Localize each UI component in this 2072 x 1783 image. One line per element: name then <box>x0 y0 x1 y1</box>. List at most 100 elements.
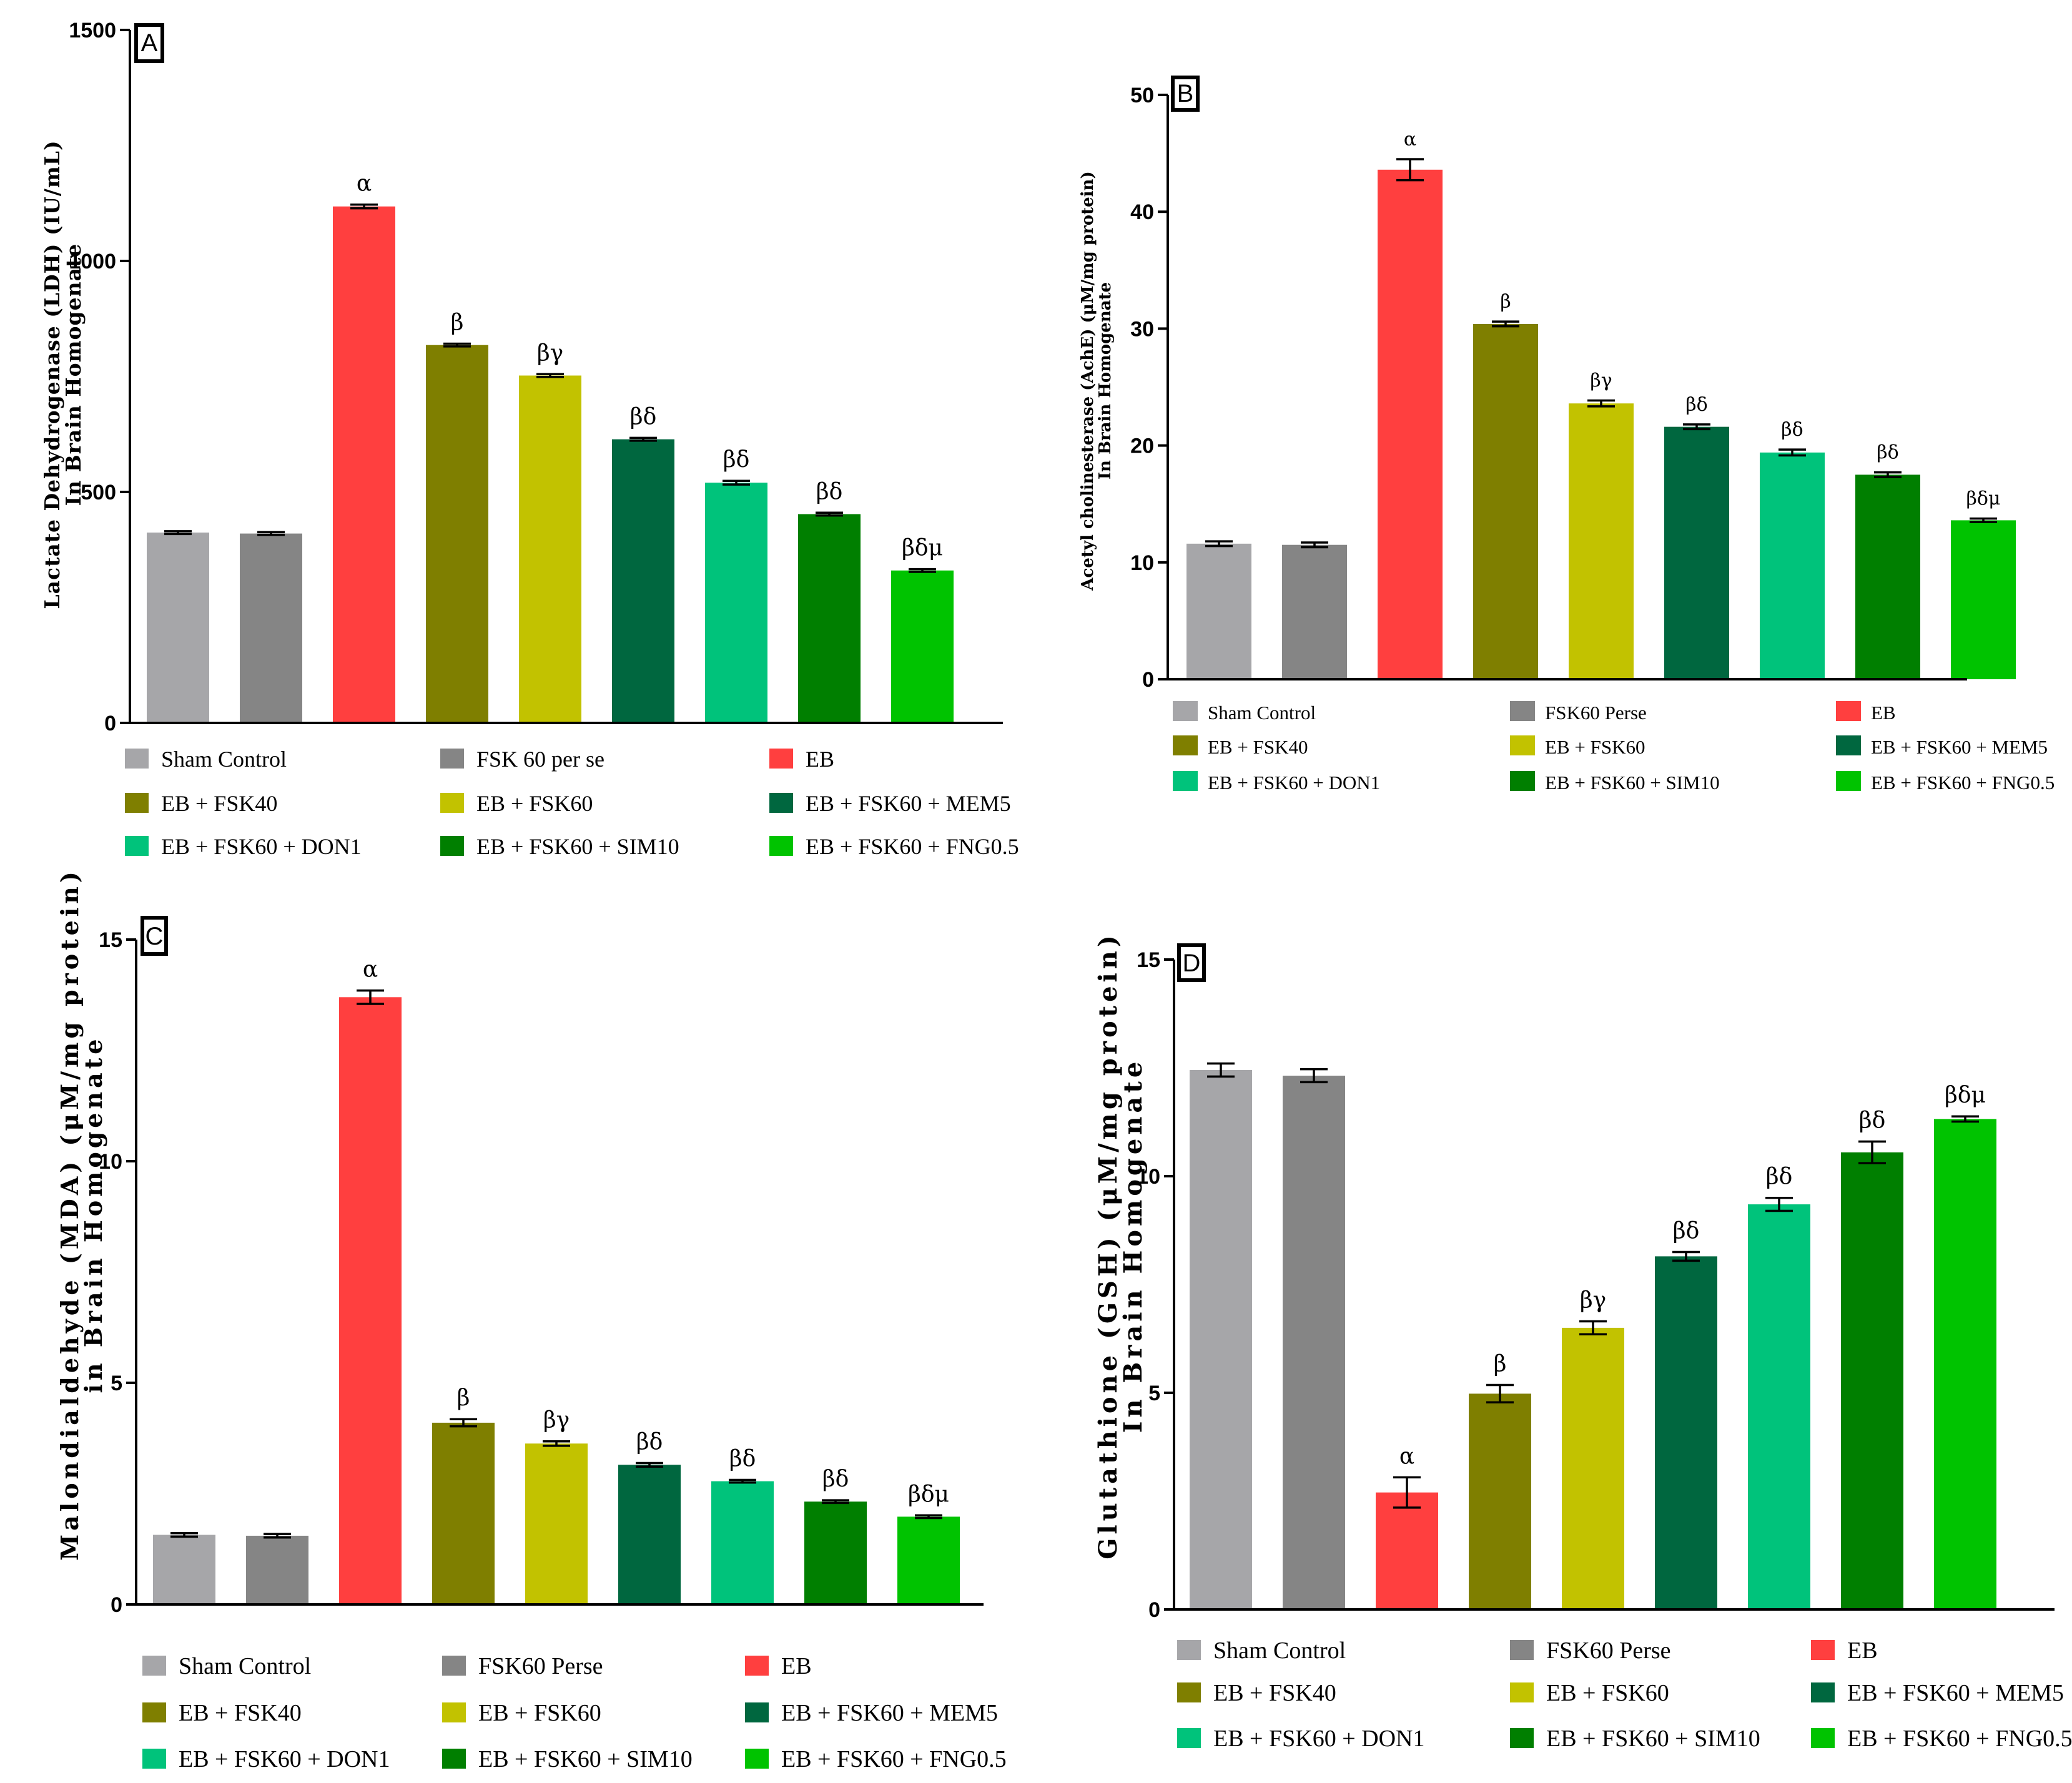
legend-item-1: Sham Control <box>1173 701 1316 724</box>
bar-8 <box>1841 1152 1903 1609</box>
significance-label-3: α <box>1399 1443 1414 1469</box>
legend-swatch <box>125 749 149 769</box>
y-axis-title-line-2: In Brain Homogenate <box>61 243 86 506</box>
legend-item-8: EB + FSK60 + SIM10 <box>440 834 679 859</box>
bar-9 <box>1951 520 2016 679</box>
y-axis-title-line-2: in Brain Homogenate <box>79 1036 107 1393</box>
y-tick-label: 0 <box>1148 1598 1160 1622</box>
error-bar-1 <box>1205 540 1233 548</box>
y-tick-label: 10 <box>1137 1165 1160 1189</box>
legend-label: EB + FSK60 + SIM10 <box>1546 1726 1760 1752</box>
error-bar-8 <box>1858 1140 1886 1164</box>
legend-swatch <box>442 1656 466 1676</box>
legend-swatch <box>745 1749 769 1769</box>
legend-label: EB + FSK60 + DON1 <box>1208 772 1380 793</box>
error-bar-4 <box>1492 320 1519 328</box>
legend-label: EB + FSK60 + FNG0.5 <box>806 834 1019 859</box>
error-bar-3 <box>1393 1476 1421 1509</box>
error-bar-2 <box>264 1533 291 1539</box>
y-axis-title-line-1: Glutathione (GSH) (μM/mg protein) <box>1093 931 1123 1560</box>
legend-swatch <box>1811 1640 1835 1660</box>
bar-4 <box>426 345 488 723</box>
legend-label: FSK60 Perse <box>1546 1638 1671 1664</box>
significance-label-7: βδ <box>1781 419 1803 441</box>
legend-label: EB + FSK60 <box>476 791 593 816</box>
error-bar-6 <box>1683 423 1710 431</box>
legend-label: EB + FSK60 <box>1545 736 1645 758</box>
bar-2 <box>1282 544 1347 679</box>
legend-item-4: EB + FSK40 <box>125 791 277 816</box>
bar-6 <box>1664 426 1729 679</box>
bar-7 <box>1748 1204 1810 1609</box>
legend-swatch <box>745 1702 769 1722</box>
bar-6 <box>1655 1256 1717 1609</box>
error-bar-2 <box>1300 1068 1328 1084</box>
legend-label: Sham Control <box>161 747 287 772</box>
error-bar-9 <box>1970 517 1997 523</box>
y-tick-label: 30 <box>1130 317 1154 341</box>
bar-7 <box>705 483 767 723</box>
bar-1 <box>147 533 209 723</box>
bar-1 <box>153 1535 215 1604</box>
legend-label: EB + FSK60 + SIM10 <box>1545 772 1720 793</box>
legend-label: EB <box>1847 1638 1878 1664</box>
legend-swatch <box>142 1656 166 1676</box>
bar-3 <box>1378 169 1443 680</box>
bar-8 <box>804 1501 867 1604</box>
legend-swatch <box>1510 771 1535 791</box>
bar-9 <box>1934 1119 1996 1609</box>
legend-item-4: EB + FSK40 <box>142 1700 302 1726</box>
error-bar-6 <box>1672 1250 1700 1262</box>
y-axis-title: Acetyl cholinesterase (AchE) (μM/mg prot… <box>1078 171 1115 591</box>
panel-letter: B <box>1177 80 1194 107</box>
legend-swatch <box>1510 735 1535 755</box>
y-axis-title: Lactate Dehydrogenase (LDH) (IU/mL)In Br… <box>40 140 86 609</box>
legend-item-2: FSK 60 per se <box>440 747 604 772</box>
y-axis-title-line-1: Lactate Dehydrogenase (LDH) (IU/mL) <box>40 140 64 609</box>
legend-swatch <box>1836 735 1861 755</box>
legend-item-9: EB + FSK60 + FNG0.5 <box>769 834 1019 859</box>
legend-label: EB + FSK60 + DON1 <box>1213 1726 1424 1752</box>
y-axis-title-line-1: Acetyl cholinesterase (AchE) (μM/mg prot… <box>1078 171 1097 591</box>
legend-item-4: EB + FSK40 <box>1177 1680 1336 1706</box>
legend-swatch <box>125 836 149 856</box>
panel-b: α β βγ βδ βδ βδ βδμ 0 10 20 30 40 50 Acetyl cholinest… <box>1078 76 2055 793</box>
bar-1 <box>1190 1069 1252 1609</box>
legend-item-5: EB + FSK60 <box>442 1700 601 1726</box>
legend-item-8: EB + FSK60 + SIM10 <box>1510 1726 1760 1752</box>
significance-label-7: βδ <box>723 447 750 473</box>
y-axis-title: Glutathione (GSH) (μM/mg protein)In Brai… <box>1093 931 1148 1560</box>
legend-swatch <box>1173 771 1198 791</box>
legend-swatch <box>745 1656 769 1676</box>
panel-letter-box <box>1171 76 1200 112</box>
legend-label: EB + FSK40 <box>1208 736 1308 758</box>
legend-item-2: FSK60 Perse <box>442 1653 603 1679</box>
significance-label-3: α <box>363 957 378 983</box>
error-bar-3 <box>357 989 384 1005</box>
significance-label-7: βδ <box>1766 1164 1793 1190</box>
significance-label-5: βγ <box>1590 370 1612 392</box>
legend-swatch <box>442 1702 466 1722</box>
y-tick-label: 5 <box>1148 1382 1160 1405</box>
legend-swatch <box>769 793 793 813</box>
bar-3 <box>1376 1492 1438 1609</box>
error-bar-3 <box>1396 158 1424 182</box>
error-bar-6 <box>636 1461 663 1468</box>
error-bar-3 <box>350 203 378 210</box>
legend-label: EB + FSK60 + SIM10 <box>476 834 679 859</box>
error-bar-5 <box>1579 1320 1607 1336</box>
significance-label-7: βδ <box>729 1446 756 1471</box>
y-tick-label: 15 <box>99 928 122 952</box>
legend-item-4: EB + FSK40 <box>1173 735 1308 758</box>
y-tick-label: 5 <box>111 1372 122 1395</box>
y-tick-label: 0 <box>111 1593 122 1617</box>
error-bar-2 <box>1301 541 1328 549</box>
significance-label-9: βδμ <box>908 1481 949 1507</box>
legend-item-1: Sham Control <box>125 747 287 772</box>
error-bar-9 <box>1951 1115 1979 1123</box>
error-bar-1 <box>1207 1062 1235 1078</box>
legend-item-1: Sham Control <box>1177 1638 1346 1664</box>
bar-8 <box>798 514 861 723</box>
significance-label-8: βδ <box>1877 442 1898 464</box>
y-tick-label: 20 <box>1130 435 1154 458</box>
